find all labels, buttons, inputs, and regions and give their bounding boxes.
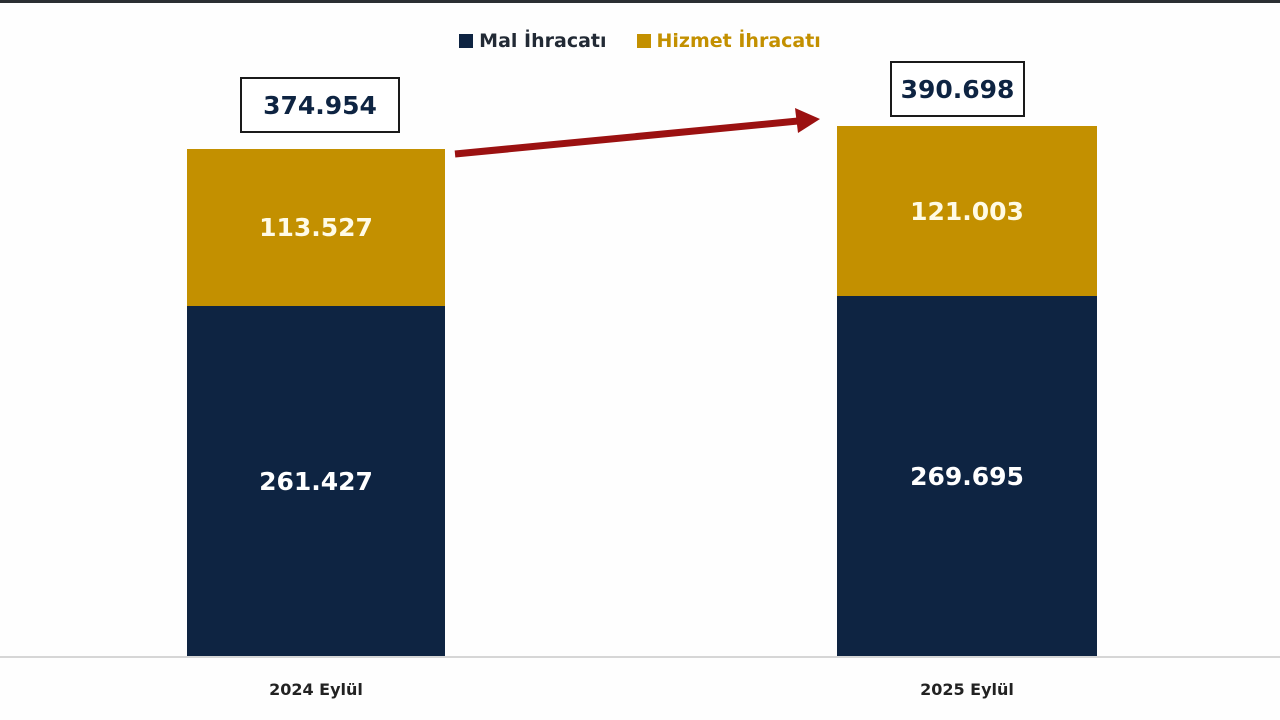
bar-segment-hizmet-2024: 113.527 xyxy=(187,149,445,306)
top-border xyxy=(0,0,1280,3)
x-axis-line xyxy=(0,656,1280,658)
x-label-2024: 2024 Eylül xyxy=(269,680,363,699)
legend-swatch-mal xyxy=(459,34,474,48)
legend: Mal İhracatı Hizmet İhracatı xyxy=(0,30,1280,52)
legend-swatch-hizmet xyxy=(636,34,651,48)
legend-label-hizmet: Hizmet İhracatı xyxy=(656,30,821,52)
bar-segment-hizmet-2025: 121.003 xyxy=(837,126,1097,296)
x-label-2025: 2025 Eylül xyxy=(920,680,1014,699)
total-label-2025: 390.698 xyxy=(890,61,1025,117)
legend-item-mal: Mal İhracatı xyxy=(459,30,607,52)
legend-label-mal: Mal İhracatı xyxy=(479,30,607,52)
bar-segment-mal-2024: 261.427 xyxy=(187,306,445,657)
total-label-2024: 374.954 xyxy=(240,77,400,133)
legend-item-hizmet: Hizmet İhracatı xyxy=(636,30,821,52)
bar-segment-mal-2025: 269.695 xyxy=(837,296,1097,657)
